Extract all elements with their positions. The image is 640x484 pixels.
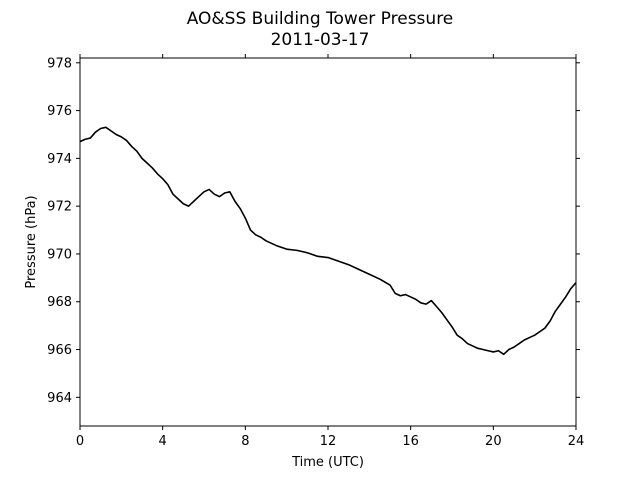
axis-ticks: 0 4 8 12 16 20 24 964 966 968 970 972 974 976 978 (47, 54, 584, 449)
x-tick-label: 20 (485, 434, 502, 449)
chart-subtitle: 2011-03-17 (271, 30, 370, 50)
plot-frame (79, 57, 577, 427)
y-tick-label: 976 (47, 104, 72, 119)
x-tick-label: 0 (76, 434, 84, 449)
y-tick-label: 966 (47, 343, 72, 358)
plot-area (79, 126, 577, 356)
y-tick-label: 972 (47, 200, 72, 215)
x-tick-label: 4 (159, 434, 167, 449)
y-axis-label: Pressure (hPa) (24, 195, 39, 288)
series-line-0 (79, 126, 577, 356)
x-tick-label: 16 (402, 434, 419, 449)
y-tick-label: 970 (47, 247, 72, 262)
x-tick-label: 8 (241, 434, 249, 449)
y-tick-label: 974 (47, 152, 72, 167)
chart-title: AO&SS Building Tower Pressure (187, 9, 454, 29)
y-tick-label: 964 (47, 391, 72, 406)
x-tick-label: 24 (568, 434, 585, 449)
y-tick-label: 968 (47, 295, 72, 310)
x-axis-label: Time (UTC) (291, 455, 364, 470)
y-tick-label: 978 (47, 56, 72, 71)
x-tick-label: 12 (320, 434, 337, 449)
